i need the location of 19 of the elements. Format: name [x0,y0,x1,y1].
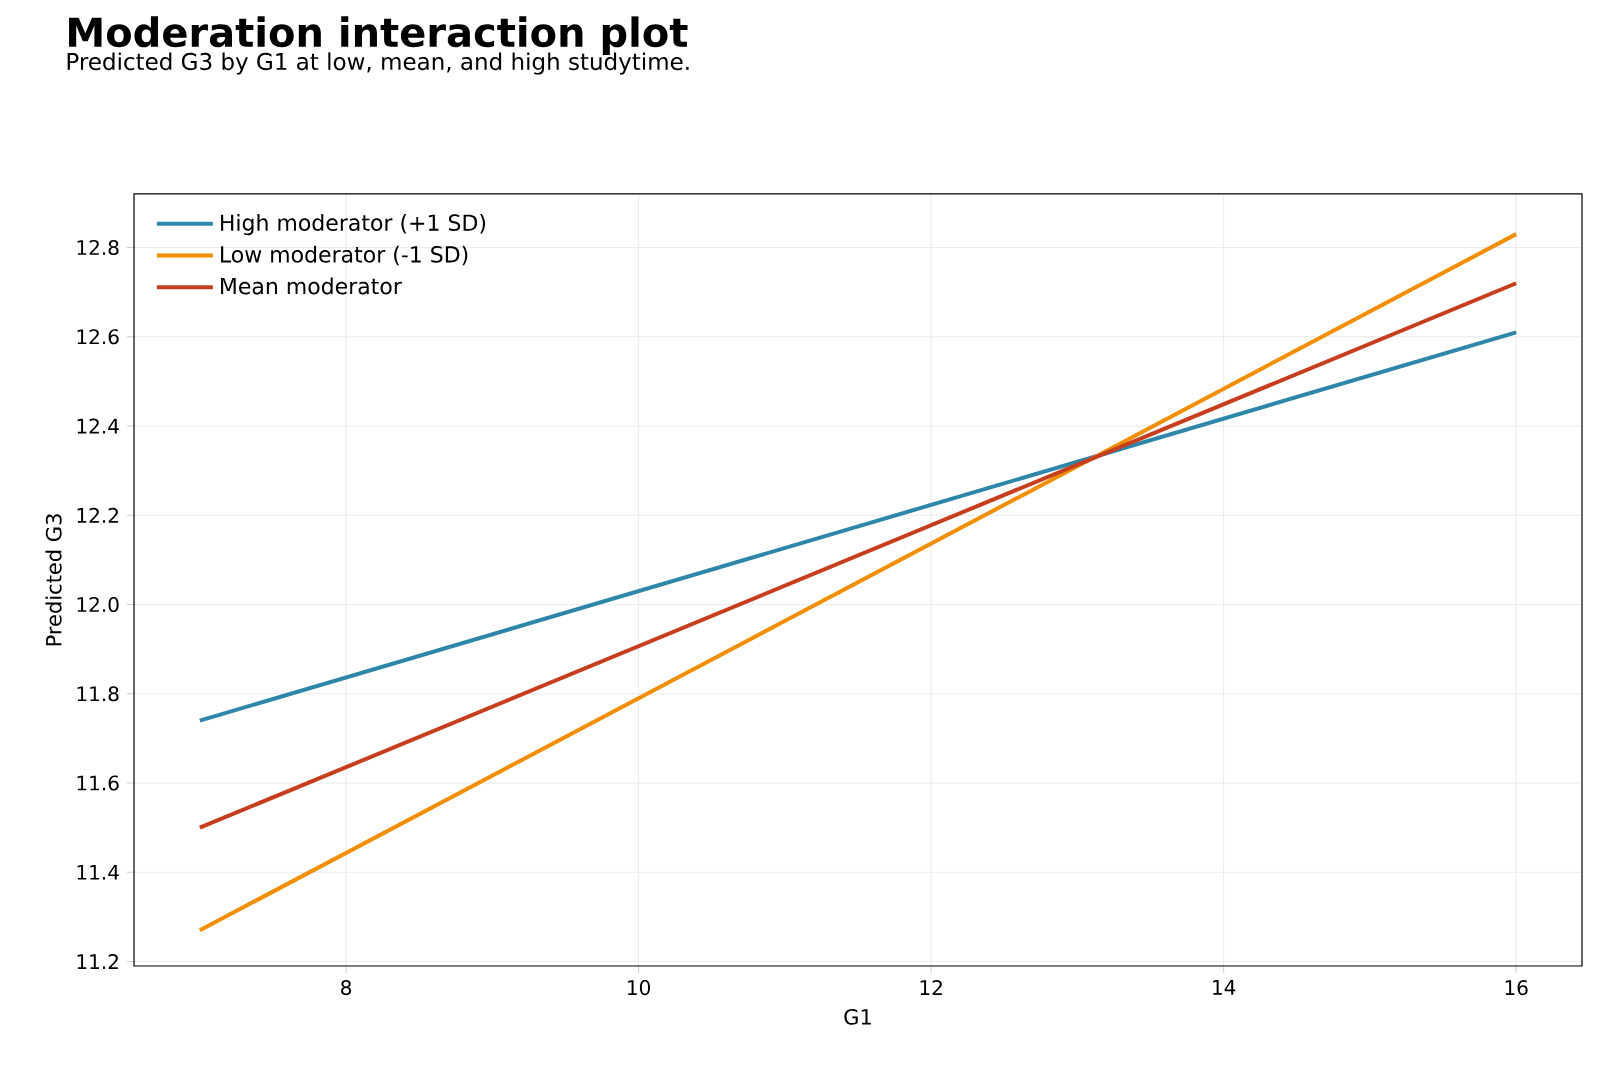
x-tick-label: 8 [341,980,352,996]
y-tick-label: 12.0 [77,596,119,613]
y-tick-label: 12.8 [77,239,119,256]
y-tick-label: 12.6 [77,329,119,345]
legend-label: Low moderator (-1 SD) [221,245,468,266]
legend-label: Mean moderator [221,277,402,295]
x-tick-label: 12 [920,980,942,995]
y-tick-label: 11.4 [77,864,119,880]
x-tick-label: 10 [628,980,651,996]
y-tick-label: 12.4 [77,418,119,434]
x-tick-label: 14 [1213,980,1236,995]
y-axis-title: Predicted G3 [45,514,62,646]
y-tick-label: 11.6 [77,775,119,791]
y-tick-label: 12.2 [77,507,118,523]
x-tick-label: 16 [1505,980,1528,996]
y-tick-label: 11.2 [77,954,118,969]
y-tick-label: 11.8 [77,686,119,702]
x-axis-title: G1 [844,1008,871,1025]
legend-label: High moderator (+1 SD) [221,213,486,236]
